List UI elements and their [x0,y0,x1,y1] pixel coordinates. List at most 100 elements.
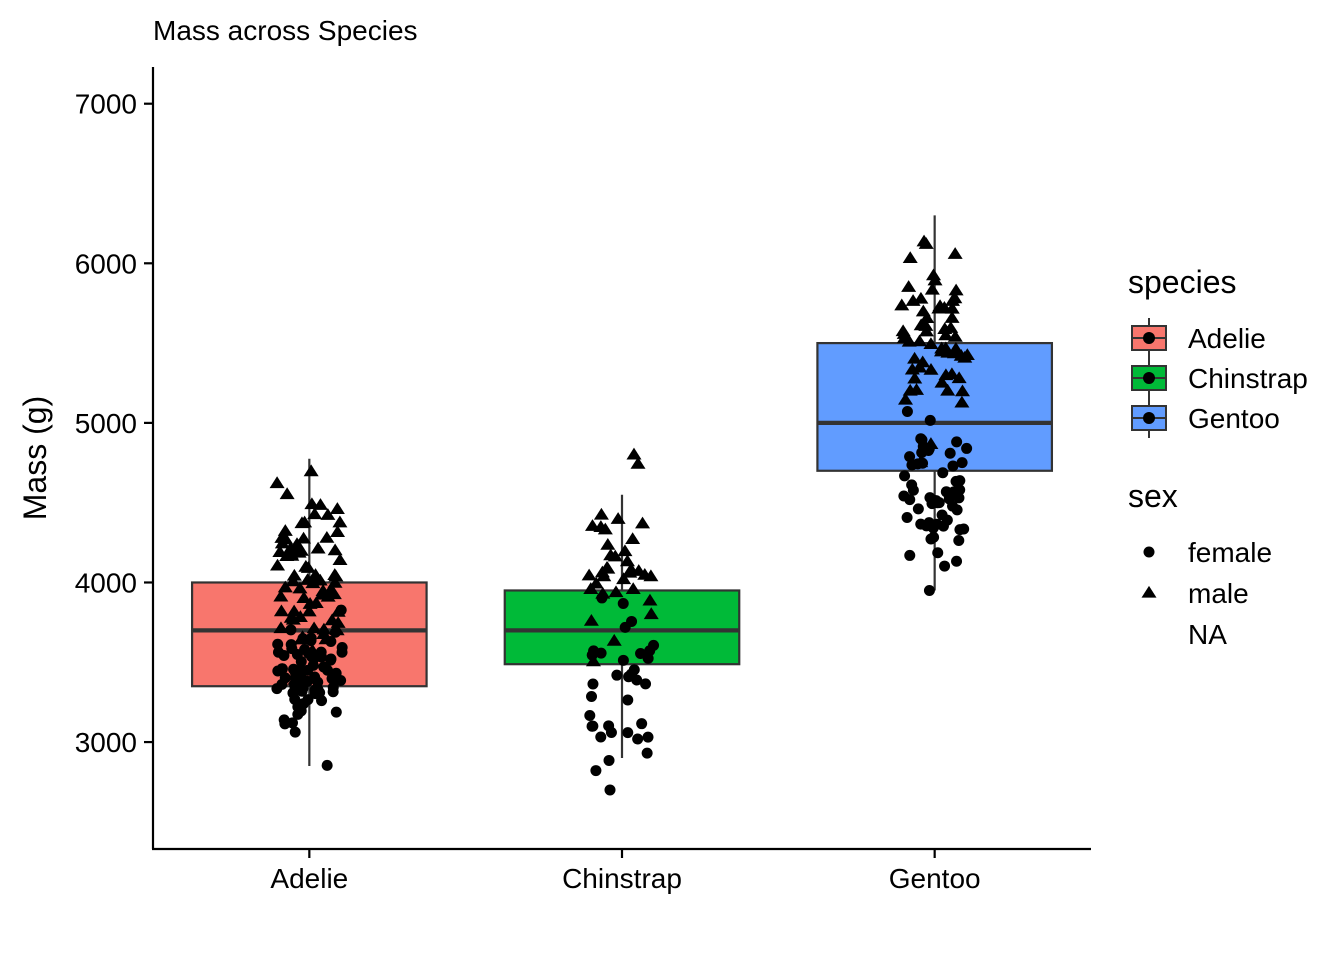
point-chinstrap-female [595,731,607,743]
point-gentoo-male [923,437,939,449]
point-gentoo-female [937,467,949,479]
point-adelie-male [285,612,301,625]
y-tick-label-5000: 5000 [75,408,137,439]
point-gentoo-male [912,334,928,347]
point-adelie-female [321,759,333,771]
point-gentoo-male [905,294,921,306]
point-gentoo-male [959,348,975,361]
point-adelie-male [296,531,312,544]
point-gentoo-female [901,511,913,523]
point-gentoo-male [938,328,954,341]
point-gentoo-female [950,475,962,487]
point-chinstrap-male [635,516,651,529]
point-gentoo-male [951,371,967,384]
point-gentoo-female [907,484,919,496]
point-adelie-male [308,568,324,580]
point-chinstrap-male [643,607,659,620]
point-chinstrap-male [642,593,658,606]
point-adelie-male [270,558,286,571]
point-adelie-male [298,559,314,572]
legend-label-female: female [1188,537,1272,568]
point-adelie-female [330,706,342,718]
point-gentoo-female [944,447,956,459]
point-gentoo-male [924,282,940,295]
point-chinstrap-male [606,633,622,646]
point-chinstrap-female [603,754,615,766]
point-adelie-male [330,525,346,538]
point-gentoo-male [918,319,934,331]
point-adelie-female [302,664,314,676]
point-gentoo-male [894,298,910,311]
point-gentoo-male [934,375,950,388]
point-gentoo-female [951,504,963,516]
point-chinstrap-male [616,572,632,585]
legend-sex: sex female male NA [1128,478,1272,650]
y-tick-label-4000: 4000 [75,567,137,598]
point-chinstrap-male [617,544,633,557]
legend-key-female [1143,546,1155,558]
legend-sex-title: sex [1128,478,1178,514]
y-axis: 3000 4000 5000 6000 7000 [75,89,153,758]
point-gentoo-female [898,490,910,502]
point-chinstrap-female [590,765,602,777]
point-gentoo-female [906,459,918,471]
point-adelie-female [327,686,339,698]
point-gentoo-male [944,367,960,380]
legend-key-male [1141,585,1157,598]
point-gentoo-female [932,547,944,559]
point-chinstrap-female [641,747,653,759]
legend-species-entry-chinstrap: Chinstrap [1131,358,1308,398]
point-chinstrap-female [617,654,629,666]
point-adelie-male [286,568,302,581]
point-chinstrap-female [635,648,647,660]
point-gentoo-female [937,520,949,532]
point-adelie-female [276,678,288,690]
point-chinstrap-male [596,569,612,582]
point-chinstrap-female [628,664,640,676]
point-adelie-male [273,621,289,634]
point-adelie-male [330,604,346,617]
point-gentoo-male [944,301,960,314]
box-rect-gentoo [816,341,1054,472]
plot-area [190,215,1054,767]
x-tick-label-adelie: Adelie [270,863,348,894]
point-adelie-male [297,515,313,528]
legend-species: species Adelie Chinstrap Gentoo [1128,264,1308,438]
chart-title: Mass across Species [153,15,418,46]
point-gentoo-male [943,321,959,333]
point-gentoo-male [907,371,923,384]
point-chinstrap-male [595,586,611,599]
point-chinstrap-female [640,678,652,690]
point-gentoo-female [961,442,973,454]
point-adelie-male [272,545,288,557]
point-gentoo-female [956,457,968,469]
point-gentoo-male [923,363,939,375]
point-adelie-male [332,515,348,528]
point-gentoo-female [904,451,916,463]
point-adelie-male [279,487,295,500]
point-gentoo-female [951,436,963,448]
point-adelie-male [295,630,311,643]
point-gentoo-male [898,392,914,405]
point-gentoo-female [912,503,924,515]
point-adelie-male [316,622,332,635]
point-gentoo-male [944,311,960,323]
point-adelie-male [304,497,320,510]
point-gentoo-male [947,291,963,304]
point-adelie-female [272,646,284,658]
x-axis: Adelie Chinstrap Gentoo [270,849,981,894]
point-adelie-male [327,543,343,556]
point-gentoo-female [926,498,938,510]
point-adelie-male [301,604,317,617]
point-gentoo-male [916,234,932,247]
point-chinstrap-male [608,585,624,598]
point-gentoo-male [948,342,964,354]
legend-sex-entry-na: NA [1188,619,1227,650]
point-adelie-male [306,621,322,634]
point-gentoo-male [901,334,917,347]
legend-label-gentoo: Gentoo [1188,403,1280,434]
point-adelie-female [272,638,284,650]
point-adelie-male [307,507,323,520]
point-chinstrap-male [625,582,641,595]
